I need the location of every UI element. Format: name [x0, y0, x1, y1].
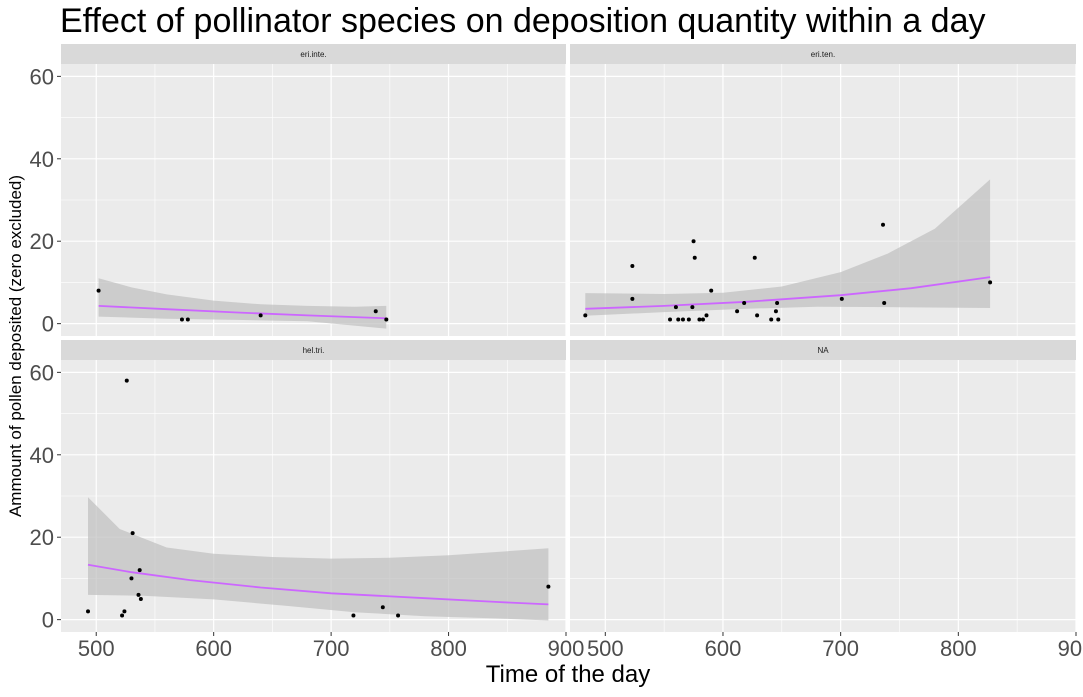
- facet-strip: [570, 44, 1076, 64]
- data-point: [179, 317, 184, 322]
- facet-panel-eri-inte: eri.inte. 0 20 40 60: [30, 44, 567, 337]
- data-point: [138, 597, 143, 602]
- x-tick-label: 900: [548, 636, 585, 661]
- data-point: [122, 609, 127, 614]
- data-point: [881, 222, 886, 227]
- x-tick-label: 600: [195, 636, 232, 661]
- data-point: [373, 309, 378, 314]
- confidence-ribbon: [585, 179, 991, 316]
- facet-panel-eri-ten: eri.ten.: [570, 44, 1077, 336]
- facet-strip-label: NA: [817, 346, 829, 355]
- data-point: [630, 263, 635, 268]
- y-tick-label: 0: [42, 608, 54, 633]
- data-point: [396, 613, 401, 618]
- chart-title: Effect of pollinator species on depositi…: [60, 2, 986, 40]
- facet-strip-label: eri.inte.: [300, 50, 326, 59]
- facet-strip: [570, 340, 1076, 360]
- data-point: [697, 317, 702, 322]
- data-point: [384, 317, 389, 322]
- data-point: [691, 239, 696, 244]
- y-tick-label: 20: [30, 525, 54, 550]
- data-point: [185, 317, 190, 322]
- facet-strip-label: hel.tri.: [303, 346, 325, 355]
- x-tick-label: 800: [430, 636, 467, 661]
- data-point: [583, 313, 588, 318]
- data-point: [882, 301, 887, 306]
- data-point: [86, 609, 91, 614]
- data-point: [735, 309, 740, 314]
- data-point: [129, 576, 134, 581]
- fit-line: [87, 563, 549, 606]
- y-tick-label: 40: [30, 147, 54, 172]
- data-point: [690, 305, 695, 310]
- data-point: [630, 296, 635, 301]
- data-point: [137, 568, 142, 573]
- data-point: [673, 305, 678, 310]
- y-tick-label: 0: [42, 312, 54, 337]
- data-point: [680, 317, 685, 322]
- facet-strip: [61, 44, 566, 64]
- data-point: [776, 317, 781, 322]
- x-tick-label: 700: [313, 636, 350, 661]
- y-axis-label: Ammount of pollen deposited (zero exclud…: [6, 175, 25, 517]
- x-tick-label: 800: [940, 636, 977, 661]
- y-tick-label: 40: [30, 443, 54, 468]
- x-tick-label: 600: [705, 636, 742, 661]
- data-point: [755, 313, 760, 318]
- data-point: [120, 613, 125, 618]
- data-point: [704, 313, 709, 318]
- facet-strip-label: eri.ten.: [811, 50, 835, 59]
- data-point: [692, 255, 697, 260]
- y-tick-label: 60: [30, 360, 54, 385]
- y-tick-label: 20: [30, 229, 54, 254]
- data-point: [839, 296, 844, 301]
- facet-panel-na: NA 500 600 700 800 900: [570, 340, 1083, 661]
- data-point: [700, 317, 705, 322]
- data-point: [773, 309, 778, 314]
- data-point: [686, 317, 691, 322]
- x-tick-label: 500: [78, 636, 115, 661]
- data-point: [351, 613, 356, 618]
- data-point: [136, 592, 141, 597]
- confidence-ribbon: [88, 497, 549, 621]
- data-point: [752, 255, 757, 260]
- data-point: [709, 288, 714, 293]
- x-axis-label: Time of the day: [486, 661, 651, 688]
- data-point: [775, 301, 780, 306]
- data-point: [96, 288, 101, 293]
- fit-line: [98, 305, 387, 320]
- data-point: [742, 301, 747, 306]
- x-tick-label: 500: [587, 636, 624, 661]
- data-point: [258, 313, 263, 318]
- fit-line: [585, 276, 991, 310]
- x-tick-label: 900: [1058, 636, 1083, 661]
- y-tick-label: 60: [30, 64, 54, 89]
- data-point: [988, 280, 993, 285]
- data-point: [668, 317, 673, 322]
- data-point: [769, 317, 774, 322]
- data-point: [130, 531, 135, 536]
- data-point: [124, 378, 129, 383]
- data-point: [676, 317, 681, 322]
- facet-panels: eri.inte. 0 20 40 60 eri.ten. hel.tri. 0 20 40 60 5…: [30, 44, 1083, 661]
- data-point: [380, 605, 385, 610]
- data-point: [546, 584, 551, 589]
- facet-panel-hel-tri: hel.tri. 0 20 40 60 500 600 700 800 900: [30, 340, 585, 661]
- facet-strip: [61, 340, 566, 360]
- x-tick-label: 700: [822, 636, 859, 661]
